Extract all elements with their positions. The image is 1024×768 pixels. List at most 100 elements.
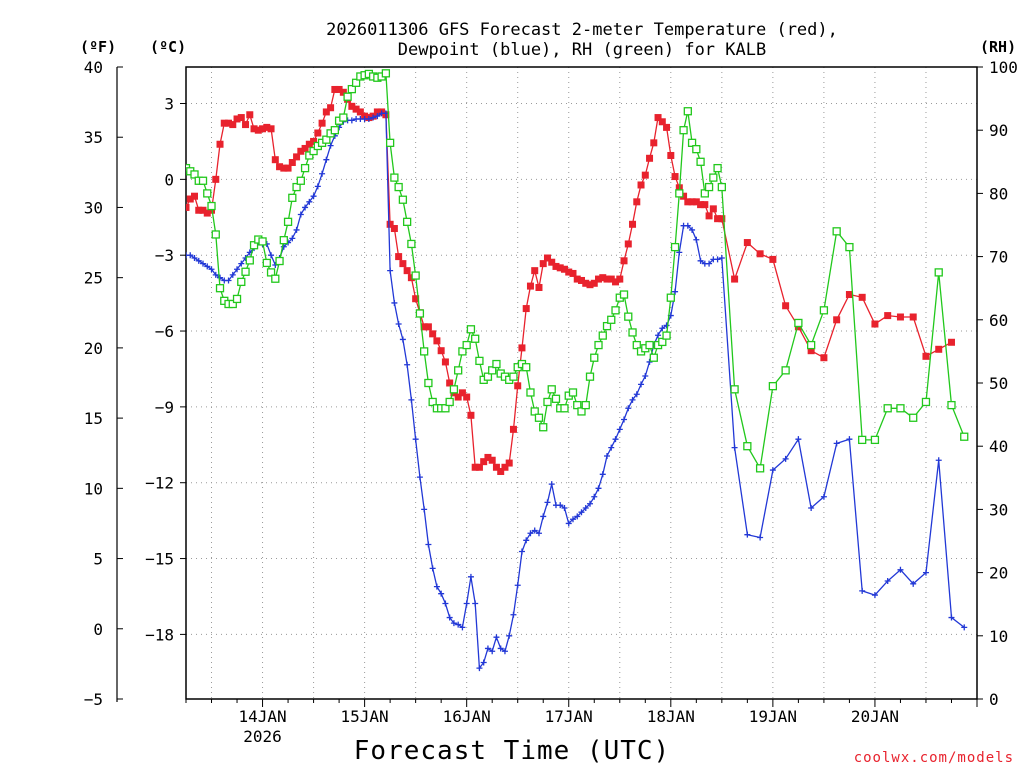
temperature-point (709, 205, 717, 213)
rh-point (611, 306, 620, 315)
rh-point (628, 328, 637, 337)
dewpoint-point (922, 569, 929, 576)
temperature-point (386, 220, 394, 228)
rh-point (275, 256, 284, 266)
temperature-point (688, 198, 696, 206)
rh-point (730, 385, 739, 394)
rh-point (602, 321, 612, 331)
temperature-point (650, 139, 658, 147)
fahrenheit-tick-label: 35 (84, 128, 103, 147)
dewpoint-point (544, 499, 551, 506)
dewpoint-point (268, 252, 275, 259)
dewpoint-point (795, 436, 802, 443)
temperature-point (556, 264, 564, 272)
dewpoint-point (365, 115, 372, 122)
series-line (186, 112, 965, 670)
rh-point (241, 267, 250, 276)
temperature-point (603, 275, 611, 283)
rh-point (670, 242, 680, 252)
dewpoint-point (578, 509, 585, 516)
dewpoint-point (582, 504, 589, 511)
rh-point (424, 378, 433, 388)
temperature-point (624, 240, 632, 248)
rh-point (441, 404, 450, 413)
dewpoint-point (531, 527, 538, 534)
rh-point (381, 69, 391, 78)
temperature-point (612, 278, 620, 286)
dewpoint-point (608, 444, 615, 451)
dewpoint-point (642, 372, 649, 379)
rh-point (394, 182, 403, 192)
temperature-point (548, 258, 556, 266)
dewpoint-point (472, 600, 479, 607)
dewpoint-point (935, 457, 942, 464)
rh-point (675, 189, 684, 198)
rh-point (781, 366, 790, 375)
dewpoint-point (527, 530, 534, 537)
fahrenheit-tick-label: 5 (93, 550, 103, 569)
rh-point (585, 372, 595, 381)
dewpoint-point (501, 648, 508, 655)
dewpoint-point (217, 274, 224, 281)
dewpoint-point (871, 592, 878, 599)
x-tick-label: 14JAN (238, 707, 286, 726)
dewpoint-point (395, 321, 402, 328)
temperature-point (620, 257, 628, 265)
temperature-point (271, 156, 279, 164)
rh-point (704, 182, 714, 192)
rh-point (934, 268, 943, 277)
dewpoint-point (234, 266, 241, 273)
rh-point (245, 256, 254, 265)
dewpoint-point (663, 322, 670, 329)
rh-point (666, 293, 675, 302)
temperature-point (403, 267, 411, 275)
temperature-point (697, 201, 705, 209)
dewpoint-point (859, 587, 866, 594)
dewpoint-point (323, 156, 330, 163)
dewpoint-point (438, 590, 445, 597)
dewpoint-point (782, 455, 789, 462)
dewpoint-point (731, 444, 738, 451)
dewpoint-point (672, 288, 679, 295)
rh-point (590, 353, 599, 362)
rh-point (492, 359, 501, 369)
rh-point (526, 388, 535, 397)
x-tick-label: 15JAN (341, 707, 389, 726)
rh-point (947, 400, 956, 410)
fahrenheit-tick-label: 30 (84, 198, 103, 217)
dewpoint-point (633, 391, 640, 398)
temperature-point (535, 283, 543, 291)
dewpoint-point (599, 471, 606, 478)
dewpoint-point (421, 506, 428, 513)
dewpoint-point (535, 530, 542, 537)
rh-tick-label: 10 (989, 627, 1008, 646)
rh-point (687, 138, 697, 147)
dewpoint-point (621, 416, 628, 423)
fahrenheit-tick-label: 20 (84, 339, 103, 358)
dewpoint-point (697, 257, 704, 264)
rh-tick-label: 30 (989, 500, 1008, 519)
dewpoint-point (484, 645, 491, 652)
fahrenheit-tick-label: 40 (84, 58, 103, 77)
temperature-point (310, 137, 318, 145)
dewpoint-point (412, 436, 419, 443)
dewpoint-point (612, 436, 619, 443)
temperature-point (339, 88, 347, 96)
rh-point (215, 284, 225, 293)
rh-point (755, 464, 765, 473)
rh-point (347, 84, 357, 94)
dewpoint-point (565, 520, 572, 527)
dewpoint-point (676, 249, 683, 256)
temperature-point (565, 268, 573, 276)
temperature-point (501, 463, 509, 471)
temperature-point (909, 313, 917, 321)
dewpoint-point (638, 381, 645, 388)
temperature-point (250, 125, 258, 133)
rh-point (649, 353, 658, 362)
temperature-point (267, 125, 275, 133)
temperature-point (458, 389, 466, 397)
rh-point (568, 388, 578, 397)
dewpoint-point (416, 474, 423, 481)
temperature-point (947, 338, 955, 346)
rh-point (407, 239, 416, 249)
